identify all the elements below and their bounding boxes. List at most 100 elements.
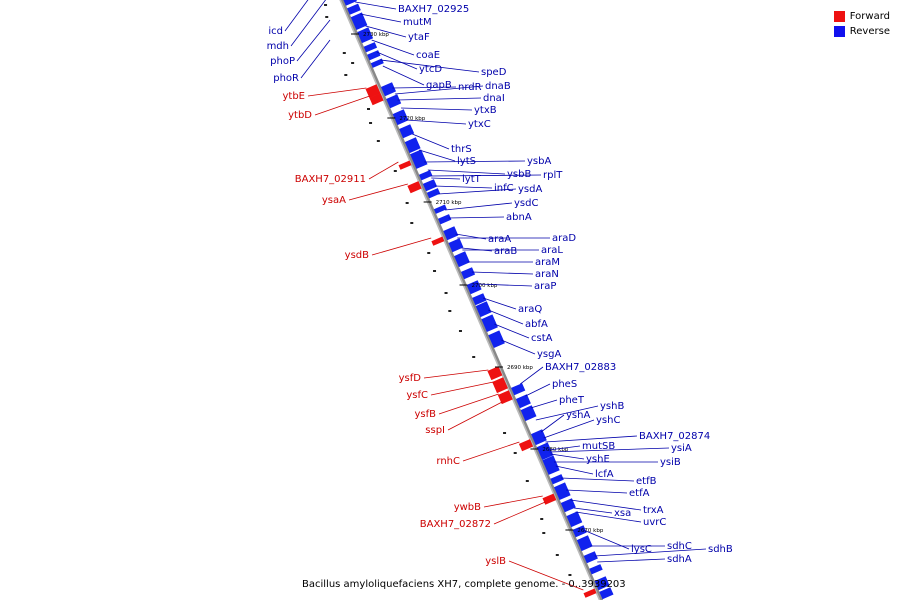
reverse-gene-phes-label: pheS [552, 379, 577, 390]
reverse-gene-gapb-leader [382, 65, 425, 86]
forward-gene-block-5 [487, 366, 503, 381]
reverse-gene-block-27 [511, 383, 526, 396]
minor-feature-mark-6 [369, 122, 373, 124]
reverse-gene-dnai-leader [397, 97, 482, 101]
reverse-gene-csta-label: cstA [531, 333, 553, 344]
reverse-gene-sdha-label: sdhA [667, 554, 692, 565]
reverse-gene-block-30 [531, 429, 547, 446]
reverse-gene-block-21 [461, 267, 476, 280]
legend-label-reverse: Reverse [849, 26, 890, 37]
reverse-gene-etfa-label: etfA [629, 488, 650, 499]
reverse-gene-thrs-label: thrS [451, 144, 472, 155]
reverse-gene-ysba-label: ysbA [527, 156, 551, 167]
reverse-gene-coae-label: coaE [416, 50, 440, 61]
reverse-gene-infc-label: infC [494, 183, 514, 194]
scale-tick-label-1: 2720 kbp [399, 116, 425, 122]
reverse-gene-block-36 [566, 511, 583, 528]
reverse-gene-block-18 [443, 226, 459, 241]
reverse-gene-etfb-label: etfB [636, 476, 657, 487]
reverse-gene-ytxb-label: ytxB [474, 105, 497, 116]
reverse-gene-block-16 [433, 204, 447, 214]
reverse-gene-block-2 [350, 12, 368, 30]
minor-feature-mark-1 [325, 16, 329, 18]
reverse-gene-block-10 [399, 124, 415, 139]
reverse-gene-yshc-leader [543, 419, 595, 439]
forward-gene-block-0 [365, 84, 381, 99]
reverse-gene-phop-label: phoP [270, 56, 295, 67]
forward-gene-block-3 [407, 181, 422, 194]
reverse-gene-phet-label: pheT [559, 395, 585, 406]
forward-gene-ysfb-label: ysfB [414, 409, 436, 420]
reverse-gene-abna-leader [448, 216, 505, 219]
forward-gene-block-10 [583, 588, 597, 598]
reverse-gene-block-34 [554, 482, 571, 500]
minor-feature-mark-2 [342, 52, 346, 54]
minor-feature-mark-16 [472, 356, 476, 358]
reverse-gene-ysbb-leader [427, 169, 506, 175]
reverse-gene-phor-leader [300, 39, 331, 79]
reverse-gene-etfa-leader [566, 489, 628, 494]
reverse-gene-yshb-label: yshB [600, 401, 624, 412]
reverse-gene-lysc-label: lysC [631, 544, 652, 555]
reverse-gene-infc-leader [434, 185, 493, 189]
reverse-gene-coae-leader [371, 39, 415, 56]
forward-gene-rnhc-leader [462, 441, 520, 462]
genome-caption: Bacillus amyloliquefaciens XH7, complete… [302, 579, 626, 590]
reverse-gene-araa-label: araA [488, 234, 511, 245]
reverse-gene-dnab-leader [394, 85, 484, 95]
minor-feature-mark-8 [393, 170, 397, 172]
forward-gene-ywbb-label: ywbB [454, 502, 481, 513]
reverse-gene-ysia-leader [549, 447, 670, 453]
reverse-gene-block-9 [392, 109, 409, 126]
minor-feature-mark-12 [433, 270, 437, 272]
reverse-gene-xsa-leader [573, 507, 613, 514]
reverse-gene-baxh7_02874-leader [545, 435, 638, 443]
forward-gene-ysfc-leader [430, 381, 494, 396]
reverse-gene-block-12 [410, 149, 428, 169]
minor-feature-mark-0 [324, 4, 328, 6]
reverse-gene-yshe-label: yshE [586, 454, 610, 465]
reverse-gene-sdhb-label: sdhB [708, 544, 733, 555]
reverse-gene-uvrc-leader [575, 511, 642, 523]
reverse-gene-icd-label: icd [268, 26, 283, 37]
reverse-gene-aral-label: araL [541, 245, 563, 256]
reverse-gene-ytxc-label: ytxC [468, 119, 491, 130]
reverse-gene-rplt-leader [430, 174, 542, 177]
reverse-gene-block-37 [572, 525, 587, 538]
forward-gene-ytbd-label: ytbD [288, 110, 312, 121]
reverse-gene-icd-leader [284, 0, 309, 32]
reverse-gene-baxh7_02883-label: BAXH7_02883 [545, 362, 616, 373]
reverse-gene-abfa-label: abfA [525, 319, 548, 330]
forward-gene-block-2 [398, 160, 412, 170]
forward-gene-block-6 [492, 377, 508, 394]
reverse-gene-mdh-leader [290, 0, 326, 47]
reverse-gene-block-42 [599, 587, 614, 600]
reverse-gene-aram-label: araM [535, 257, 560, 268]
minor-feature-mark-17 [503, 432, 507, 434]
backbone [340, 0, 604, 600]
reverse-gene-block-40 [589, 564, 603, 575]
reverse-gene-phet-leader [530, 399, 558, 409]
reverse-gene-mutm-leader [360, 13, 402, 23]
reverse-gene-block-38 [576, 535, 593, 552]
minor-feature-mark-19 [525, 480, 529, 482]
reverse-gene-yshb-leader [535, 405, 599, 421]
reverse-gene-arab-label: araB [494, 246, 517, 257]
scale-tick-label-3: 2700 kbp [472, 283, 498, 289]
forward-gene-sspi-label: sspI [425, 425, 445, 436]
reverse-gene-araq-leader [483, 297, 517, 310]
reverse-gene-ysha-leader [540, 414, 565, 433]
scale-tick-label-5: 2680 kbp [542, 447, 568, 453]
forward-gene-ysfd-leader [423, 369, 489, 379]
minor-feature-mark-4 [344, 74, 348, 76]
reverse-gene-baxh7_02883-leader [520, 366, 544, 385]
reverse-gene-block-39 [583, 551, 598, 564]
reverse-gene-sped-label: speD [481, 67, 507, 78]
forward-gene-block-1 [369, 93, 384, 106]
reverse-gene-aran-label: araN [535, 269, 559, 280]
reverse-gene-sdhc-label: sdhC [667, 541, 692, 552]
reverse-gene-ysba-leader [424, 160, 526, 163]
reverse-gene-thrs-leader [412, 133, 450, 150]
forward-gene-yslb-leader [508, 560, 584, 591]
